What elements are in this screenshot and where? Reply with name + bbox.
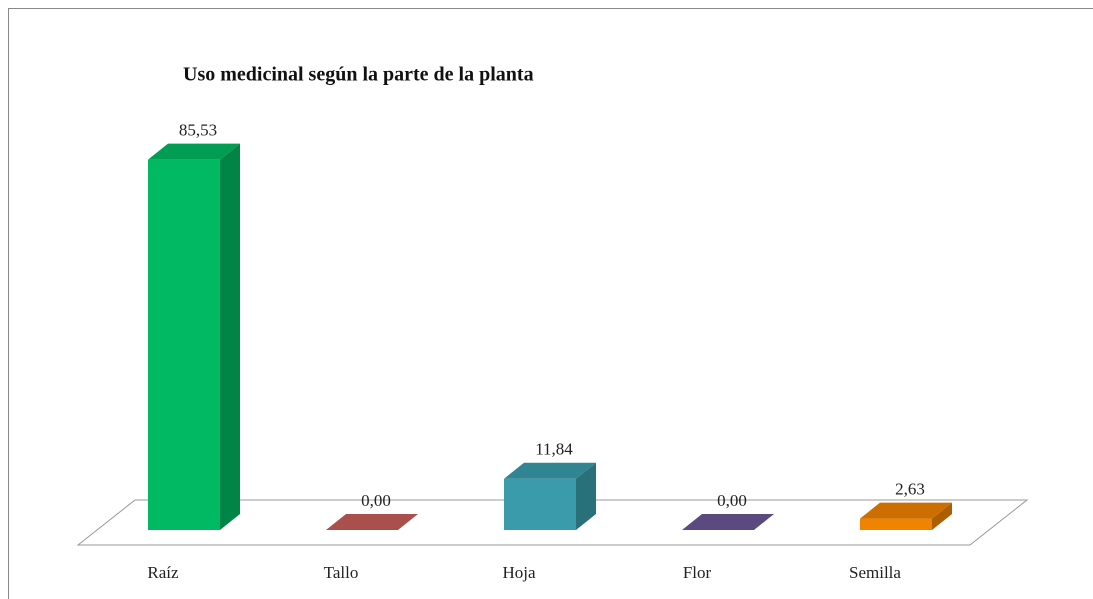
bar-top (860, 502, 952, 519)
bar-side (932, 502, 952, 530)
value-label: 0,00 (717, 491, 747, 510)
bar-top (682, 514, 774, 530)
bar-front (504, 478, 576, 530)
value-label: 85,53 (179, 121, 217, 140)
value-label: 0,00 (361, 491, 391, 510)
value-label: 2,63 (895, 480, 925, 499)
value-label: 11,84 (535, 440, 573, 459)
x-tick-label: Hoja (502, 563, 536, 582)
bar-front (148, 159, 220, 531)
x-tick-label: Flor (683, 563, 712, 582)
chart-title: Uso medicinal según la parte de la plant… (183, 64, 534, 86)
bar-front (860, 518, 932, 530)
bar-top (504, 462, 596, 479)
frame (8, 8, 1093, 599)
x-tick-label: Semilla (849, 563, 901, 582)
x-tick-label: Tallo (324, 563, 359, 582)
bar-top (148, 143, 240, 160)
x-tick-label: Raíz (147, 563, 179, 582)
bar-side (576, 462, 596, 530)
bar-top (326, 514, 418, 530)
bar-side (220, 143, 240, 531)
